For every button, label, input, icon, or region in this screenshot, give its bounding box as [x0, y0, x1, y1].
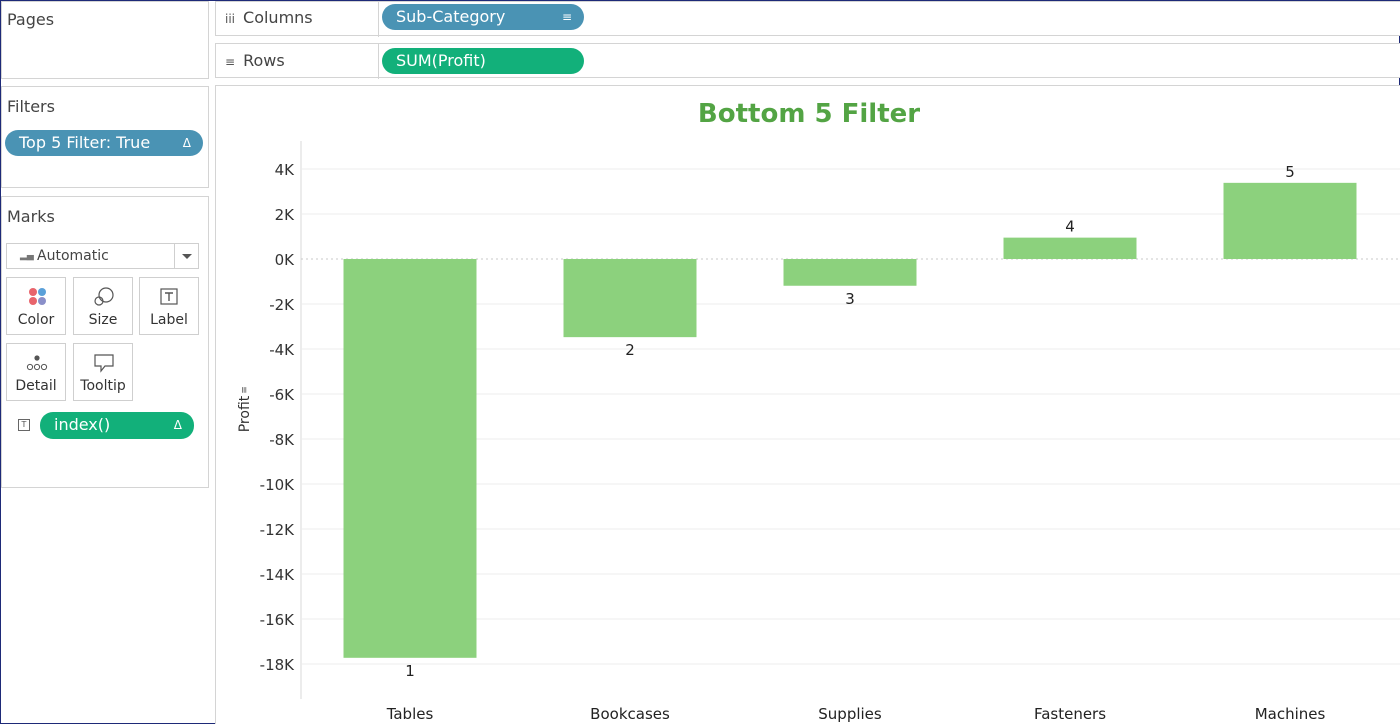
tooltip-button-label: Tooltip — [80, 378, 126, 394]
x-tick-label: Tables — [386, 705, 434, 723]
mark-type-dropdown[interactable]: ▂▄ Automatic — [6, 243, 199, 269]
top5-filter-pill[interactable]: Top 5 Filter: True Δ — [5, 130, 203, 156]
y-tick-label: 4K — [275, 161, 296, 179]
tooltip-button[interactable]: Tooltip — [73, 343, 133, 401]
mark-type-value: Automatic — [37, 248, 109, 264]
y-tick-label: 0K — [275, 251, 296, 269]
detail-button-label: Detail — [15, 378, 57, 394]
color-button-label: Color — [17, 312, 55, 328]
bar-chart-icon: ▂▄ — [20, 251, 34, 261]
chevron-down-icon[interactable] — [174, 244, 198, 268]
y-tick-label: -16K — [260, 611, 295, 629]
bar-fasteners[interactable] — [1003, 237, 1137, 259]
columns-icon: iii — [225, 12, 236, 26]
pages-panel[interactable]: Pages — [1, 1, 209, 79]
shelf-divider — [378, 2, 379, 37]
y-tick-label: -12K — [260, 521, 295, 539]
rows-label-text: Rows — [243, 51, 285, 70]
y-tick-label: -4K — [269, 341, 295, 359]
label-button[interactable]: Label — [139, 277, 199, 335]
y-tick-label: -14K — [260, 566, 295, 584]
sort-icon[interactable]: ≡ — [240, 386, 250, 394]
delta-icon: Δ — [173, 418, 182, 432]
sum-profit-pill[interactable]: SUM(Profit) — [382, 48, 584, 74]
y-tick-label: -18K — [260, 656, 295, 674]
sub-category-pill-label: Sub-Category — [396, 7, 506, 26]
y-tick-label: -6K — [269, 386, 295, 404]
marks-title: Marks — [7, 207, 55, 226]
data-label: 1 — [405, 662, 415, 680]
x-tick-label: Machines — [1255, 705, 1326, 723]
index-pill-label: index() — [54, 415, 111, 434]
label-button-label: Label — [150, 312, 188, 328]
sub-category-pill[interactable]: Sub-Category ≡ — [382, 4, 584, 30]
color-button[interactable]: Color — [6, 277, 66, 335]
x-tick-label: Bookcases — [590, 705, 670, 723]
y-tick-label: -2K — [269, 296, 295, 314]
delta-icon: Δ — [182, 136, 191, 150]
columns-label-text: Columns — [243, 8, 313, 27]
y-tick-label: 2K — [275, 206, 296, 224]
data-label: 5 — [1285, 163, 1295, 181]
detail-icon — [26, 355, 48, 371]
rows-icon: ≡ — [225, 55, 236, 69]
y-tick-label: -10K — [260, 476, 295, 494]
pages-title: Pages — [7, 10, 55, 29]
top5-filter-pill-label: Top 5 Filter: True — [19, 133, 151, 152]
x-tick-label: Fasteners — [1034, 705, 1106, 723]
rows-label: ≡ Rows — [225, 51, 285, 70]
size-icon — [94, 287, 114, 306]
columns-label: iii Columns — [225, 8, 313, 27]
bar-machines[interactable] — [1223, 182, 1357, 259]
bar-supplies[interactable] — [783, 259, 917, 286]
sort-icon[interactable]: ≡ — [561, 10, 572, 24]
size-button-label: Size — [88, 312, 118, 328]
rows-shelf[interactable]: ≡ Rows SUM(Profit) — [215, 43, 1400, 79]
sum-profit-pill-label: SUM(Profit) — [396, 51, 486, 70]
text-label-icon: T — [18, 419, 30, 431]
text-label-icon — [160, 288, 178, 305]
filters-title: Filters — [7, 97, 55, 116]
chart-title: Bottom 5 Filter — [697, 99, 921, 129]
color-icon — [29, 288, 46, 305]
shelf-divider — [378, 44, 379, 79]
bar-tables[interactable] — [343, 259, 477, 658]
y-tick-label: -8K — [269, 431, 295, 449]
y-axis-title: Profit — [237, 395, 253, 432]
tooltip-icon — [94, 354, 114, 373]
size-button[interactable]: Size — [73, 277, 133, 335]
bar-bookcases[interactable] — [563, 259, 697, 338]
detail-button[interactable]: Detail — [6, 343, 66, 401]
index-pill[interactable]: index() Δ — [40, 412, 194, 439]
filters-panel[interactable]: Filters Top 5 Filter: True Δ — [1, 86, 209, 188]
data-label: 2 — [625, 341, 635, 359]
columns-shelf[interactable]: iii Columns Sub-Category ≡ — [215, 1, 1400, 37]
x-tick-label: Supplies — [818, 705, 882, 723]
data-label: 4 — [1065, 218, 1075, 236]
data-label: 3 — [845, 290, 855, 308]
